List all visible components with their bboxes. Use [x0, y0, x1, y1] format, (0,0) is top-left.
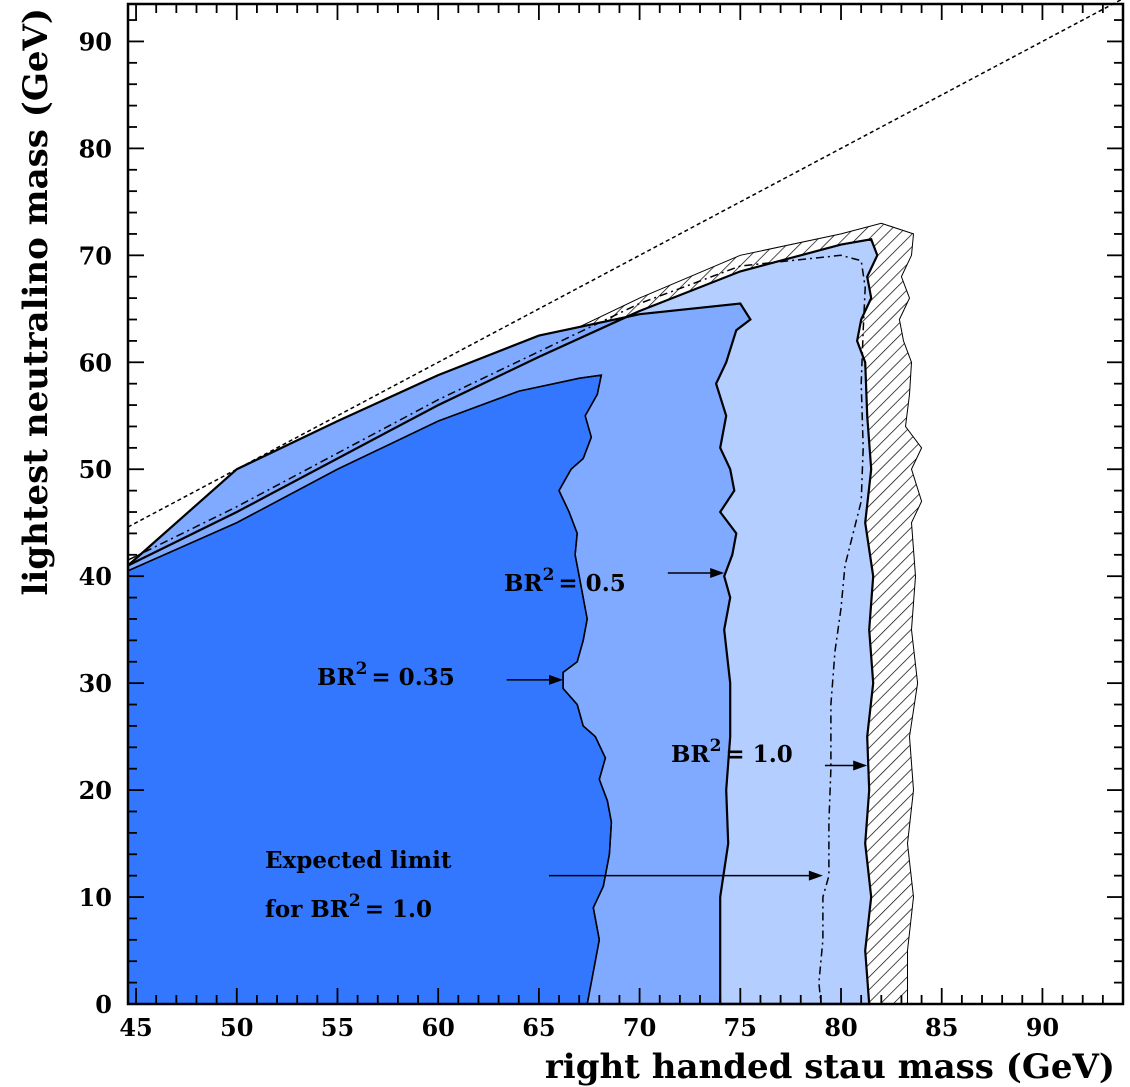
y-tick-label: 80	[79, 134, 112, 163]
annotation-br05: BR2 = 0.5	[504, 565, 626, 597]
x-tick-label: 75	[724, 1013, 757, 1042]
y-tick-label: 20	[79, 776, 112, 805]
kinematic-diagonal	[127, 0, 1123, 528]
annotation-expected-line1: Expected limit	[265, 847, 452, 874]
region-br035	[128, 375, 612, 1005]
ticks-layer	[128, 4, 1123, 1005]
annotation-arrowhead	[808, 870, 823, 881]
annotation-br10-value: = 1.0	[725, 741, 792, 768]
annotation-br05-value: = 0.5	[558, 570, 625, 597]
annotation-expected-value: = 1.0	[365, 896, 432, 923]
region-br05	[128, 303, 751, 1004]
x-tick-label: 55	[321, 1013, 354, 1042]
x-tick-label: 90	[1026, 1013, 1059, 1042]
y-tick-label: 60	[79, 348, 112, 377]
annotations: BR2 = 0.5 BR2 = 0.35 BR2 = 1.0 Expected lim…	[265, 565, 868, 923]
annotation-br05-main: BR	[504, 570, 543, 597]
annotation-br10: BR2 = 1.0	[671, 736, 793, 768]
annotation-br035-value: = 0.35	[371, 664, 454, 691]
annotation-br035: BR2 = 0.35	[317, 659, 455, 691]
annotation-br10-main: BR	[671, 741, 710, 768]
x-tick-label: 70	[623, 1013, 656, 1042]
x-tick-label: 80	[824, 1013, 857, 1042]
x-tick-label: 85	[925, 1013, 958, 1042]
x-tick-label: 65	[522, 1013, 555, 1042]
y-axis-label: lightest neutralino mass (GeV)	[16, 8, 56, 595]
annotation-expected-main: for BR	[265, 896, 350, 923]
annotation-br035-main: BR	[317, 664, 356, 691]
annotation-br035-exp: 2	[356, 659, 368, 679]
y-tick-label: 40	[79, 562, 112, 591]
y-tick-label: 30	[79, 669, 112, 698]
annotation-br05-exp: 2	[543, 565, 555, 585]
annotation-br10-exp: 2	[710, 736, 722, 756]
x-tick-label: 60	[421, 1013, 454, 1042]
tick-labels: 45 50 55 60 65 70 75 80 85 90 0 10 20 30 40 50 60 70 80 90	[79, 27, 1060, 1042]
annotation-expected-line2: for BR2 = 1.0	[265, 891, 432, 923]
y-tick-label: 50	[79, 455, 112, 484]
region-br10	[128, 239, 878, 1005]
annotation-expected-exp: 2	[349, 891, 361, 911]
x-tick-label: 50	[220, 1013, 253, 1042]
y-tick-label: 10	[79, 883, 112, 912]
annotation-arrowhead	[710, 567, 725, 578]
annotation-arrows	[506, 567, 868, 881]
plot-frame	[126, 2, 1125, 1006]
annotation-arrowhead	[853, 760, 868, 771]
y-tick-label: 70	[79, 241, 112, 270]
x-tick-label: 45	[119, 1013, 152, 1042]
y-tick-label: 90	[79, 27, 112, 56]
annotation-arrowhead	[549, 674, 564, 685]
y-tick-label: 0	[95, 990, 112, 1019]
regions-layer	[127, 222, 923, 1005]
expected-limit-line	[127, 254, 866, 1005]
x-axis-label: right handed stau mass (GeV)	[545, 1047, 1115, 1087]
